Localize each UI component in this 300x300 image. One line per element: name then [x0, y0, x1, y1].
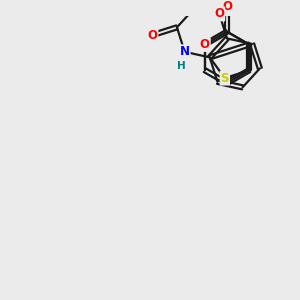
Text: S: S [220, 72, 229, 85]
Text: N: N [180, 45, 190, 58]
Text: O: O [222, 0, 232, 13]
Text: H: H [177, 61, 186, 70]
Text: O: O [214, 8, 224, 20]
Text: O: O [148, 28, 158, 42]
Text: O: O [200, 38, 210, 51]
